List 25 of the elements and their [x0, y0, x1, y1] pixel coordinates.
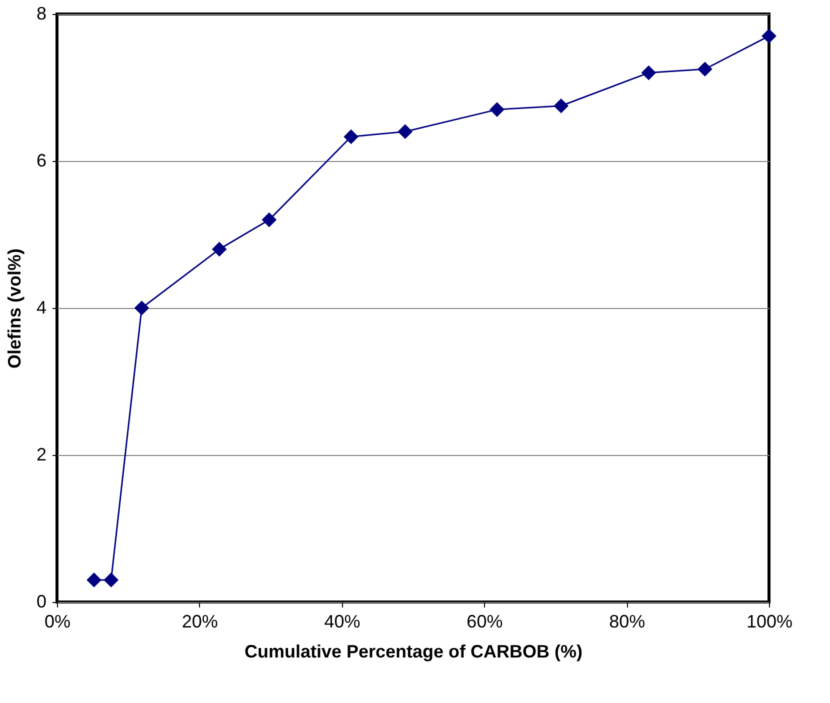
y-tick-label: 6 — [36, 150, 46, 170]
point — [134, 300, 150, 316]
y-tick-label: 0 — [36, 592, 46, 612]
point — [398, 124, 413, 140]
x-tick-label: 40% — [324, 612, 360, 632]
point — [554, 98, 569, 114]
x-tick-label: 0% — [44, 612, 71, 632]
x-axis-title: Cumulative Percentage of CARBOB (%) — [244, 642, 583, 662]
x-tick-label: 20% — [182, 612, 218, 632]
point — [262, 212, 277, 228]
x-tick-label: 100% — [746, 612, 793, 632]
y-axis-title: Olefins (vol%) — [4, 248, 24, 369]
point — [762, 28, 776, 44]
point — [86, 572, 102, 588]
y-tick-label: 4 — [36, 298, 46, 318]
x-tick-label: 80% — [609, 612, 646, 632]
point — [104, 572, 119, 588]
y-tick-label: 2 — [36, 444, 46, 464]
point — [698, 62, 712, 77]
x-tick-label: 60% — [466, 612, 503, 632]
y-tick-label: 8 — [36, 4, 46, 24]
point — [641, 65, 656, 80]
point — [344, 129, 358, 144]
point — [212, 242, 227, 257]
point — [490, 102, 504, 117]
